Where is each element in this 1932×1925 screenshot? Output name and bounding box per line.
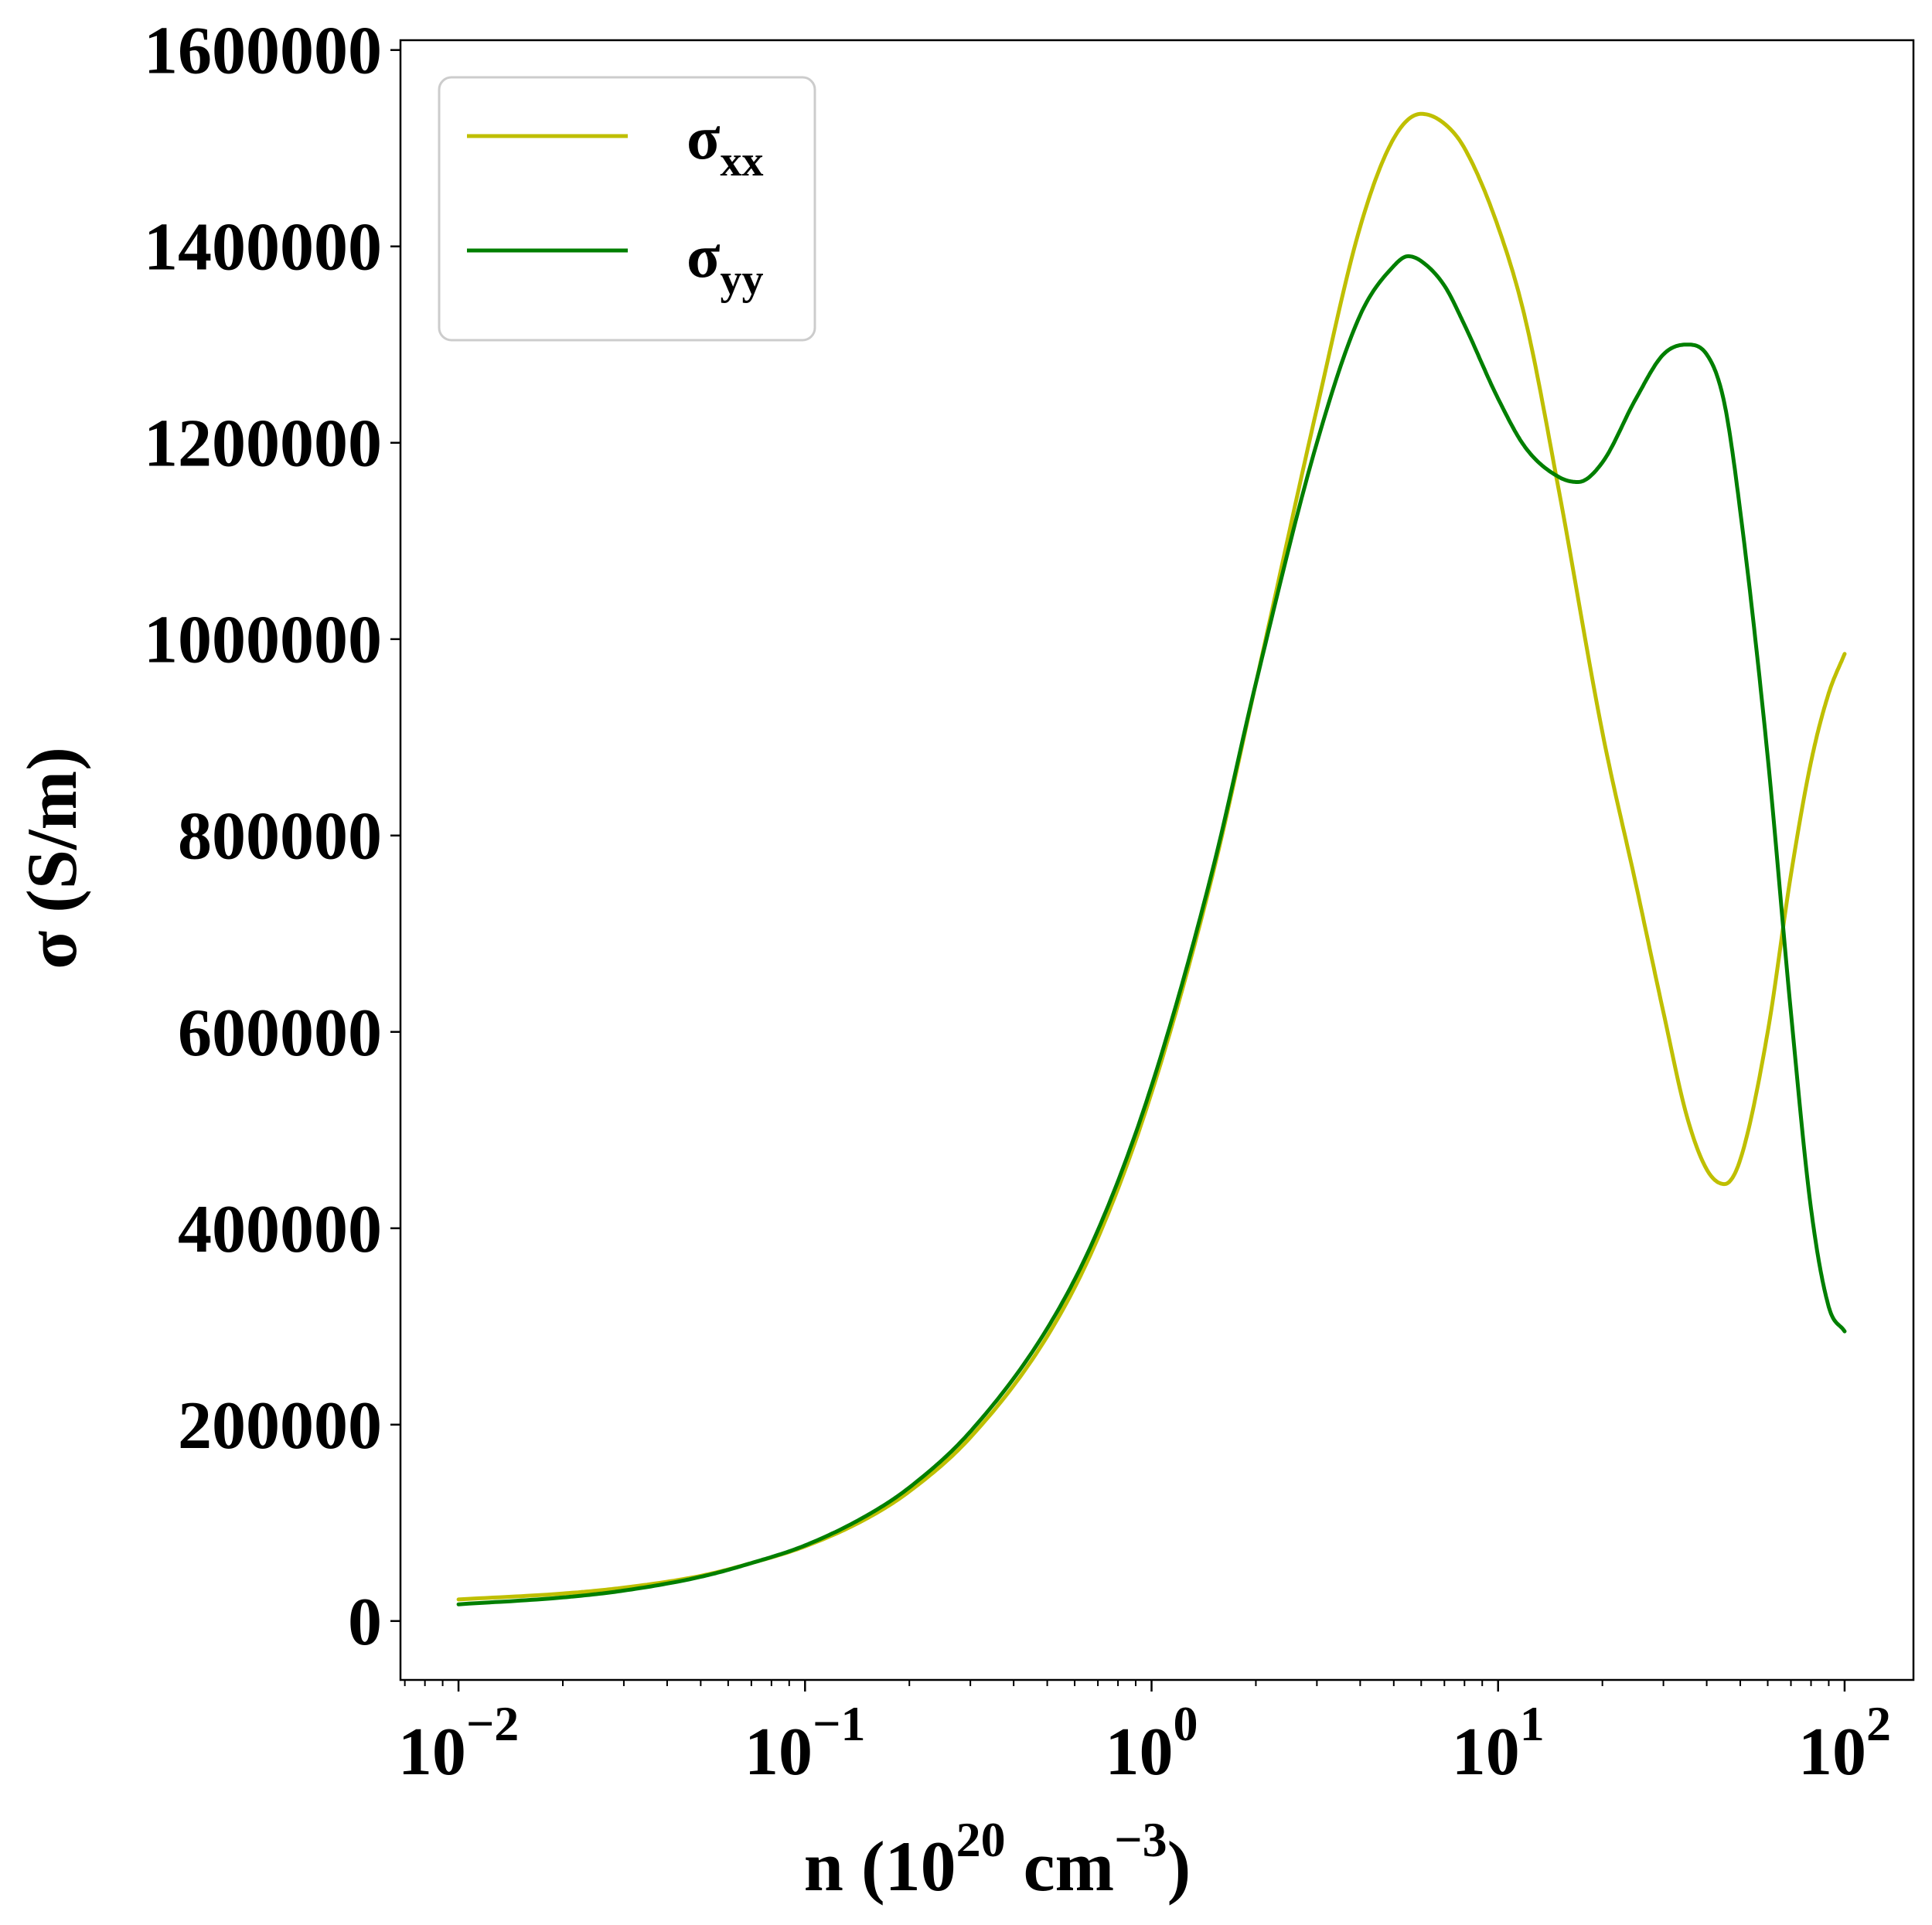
x-ticks: 10−2 10−1 100 101 102	[398, 1680, 1891, 1790]
y-tick-label: 0	[348, 1585, 382, 1660]
legend-label-sigma-yy: σyy	[687, 223, 764, 304]
y-tick-label: 1400000	[144, 210, 382, 285]
x-axis-title-exp2: −3	[1114, 1812, 1167, 1867]
x-tick-label: 101	[1452, 1696, 1545, 1790]
x-axis-title-exp1: 20	[956, 1812, 1006, 1867]
x-tick-label: 10−1	[745, 1696, 865, 1790]
plot-frame	[399, 39, 1915, 1681]
x-axis-title-suffix: )	[1167, 1827, 1191, 1906]
legend-label-sigma-xx: σxx	[687, 104, 764, 186]
y-tick-label: 600000	[178, 996, 382, 1071]
x-axis-title-prefix: n (10	[804, 1827, 956, 1906]
series-line-sigma-yy	[456, 254, 1847, 1606]
x-tick-label: 10−2	[398, 1696, 519, 1790]
x-axis-title-mid: cm	[1006, 1827, 1114, 1906]
x-tick-label: 102	[1798, 1696, 1891, 1790]
y-tick-label: 1000000	[144, 603, 382, 678]
y-tick-label: 1600000	[144, 14, 382, 89]
y-tick-label: 400000	[178, 1192, 382, 1267]
y-axis-title: σ (S/m)	[12, 747, 91, 969]
series-layer	[456, 111, 1847, 1606]
y-tick-label: 200000	[178, 1388, 382, 1463]
y-ticks: 0 200000 400000 600000 800000 1000000 1200000 1…	[144, 14, 400, 1660]
axes-layer	[399, 39, 1915, 1681]
y-tick-label: 1200000	[144, 407, 382, 482]
x-axis-title: n (1020 cm−3)	[804, 1812, 1191, 1906]
legend-box	[438, 76, 816, 342]
legend: σxx σyy	[438, 76, 816, 342]
x-tick-label: 100	[1106, 1696, 1198, 1790]
y-tick-label: 800000	[178, 799, 382, 874]
series-line-sigma-xx	[456, 111, 1847, 1602]
